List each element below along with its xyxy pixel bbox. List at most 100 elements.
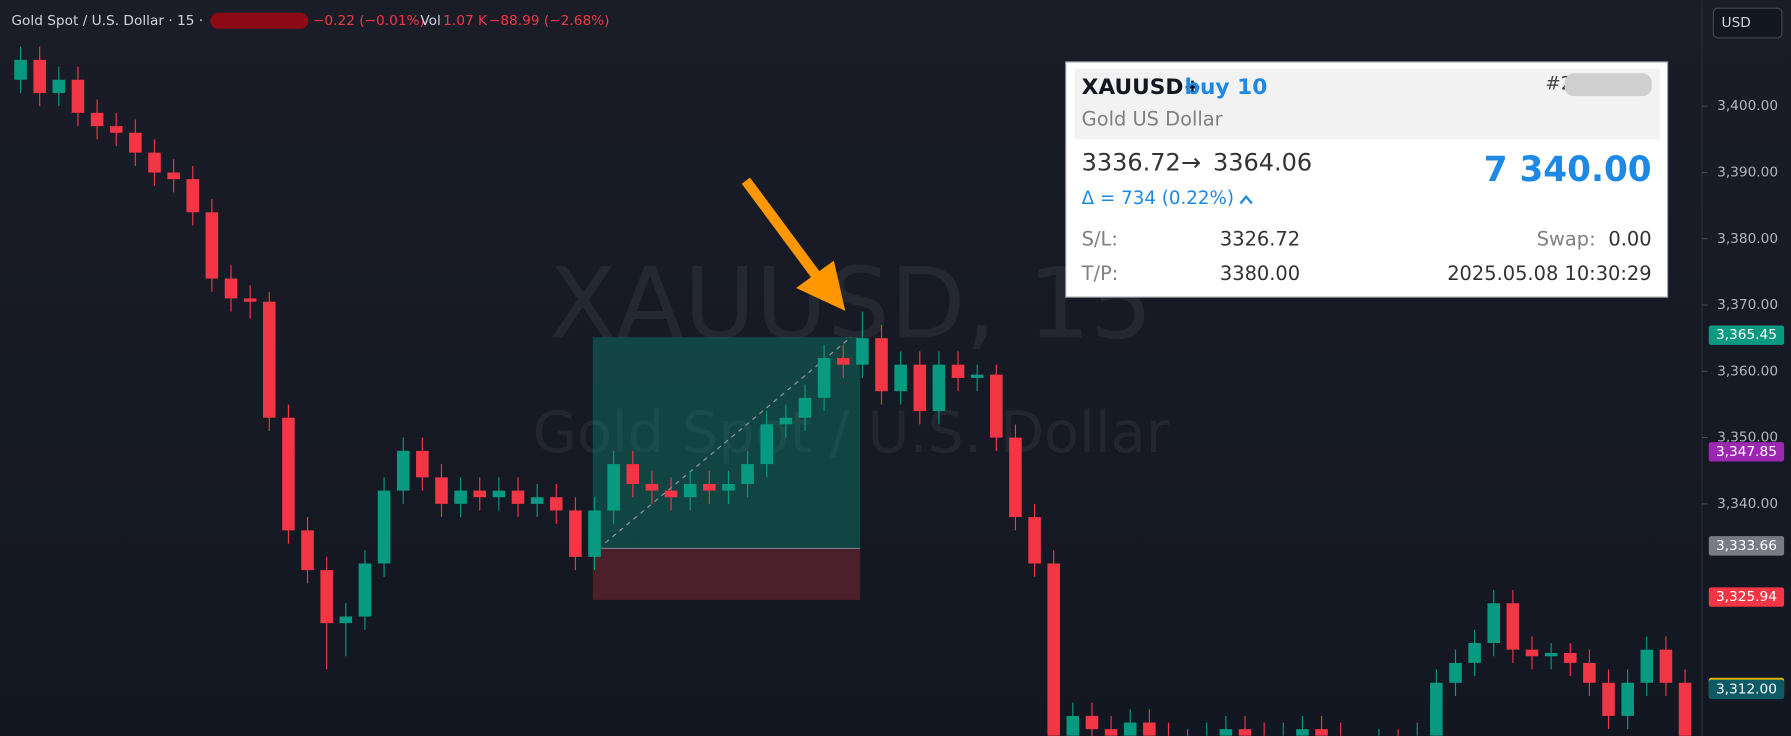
candle-body	[588, 510, 601, 557]
candle-body	[1640, 649, 1654, 683]
candle-body	[932, 364, 946, 412]
candle-body	[224, 278, 238, 299]
card-tp: 3380.00	[1220, 262, 1300, 285]
currency-button[interactable]	[1712, 7, 1783, 39]
candle-body	[817, 358, 831, 398]
price-badge-label: 3,325.94	[1716, 589, 1777, 605]
candle-body	[1506, 603, 1520, 650]
arrow-head	[796, 260, 846, 311]
price-badge	[1708, 587, 1785, 607]
candles	[14, 46, 1692, 736]
y-tick-label: 3,380.00	[1717, 231, 1778, 247]
candle-body	[186, 179, 200, 213]
candle-body	[1525, 649, 1539, 657]
candle-body	[1047, 563, 1060, 736]
card-head	[1074, 68, 1660, 140]
candle-body	[473, 490, 487, 498]
candle-body	[645, 483, 659, 491]
candle-body	[760, 424, 773, 465]
candle-body	[1602, 682, 1615, 716]
watermark: XAUUSD, 15	[549, 248, 1153, 362]
change: −0.22 (−0.01%)	[313, 13, 425, 29]
candle-body	[52, 79, 66, 93]
candle-body	[1009, 437, 1022, 518]
profit-zone	[592, 337, 861, 549]
candle-body	[951, 364, 965, 378]
candle-body	[569, 510, 582, 557]
price-badge	[1708, 325, 1785, 345]
candle-body	[856, 338, 869, 365]
currency-label[interactable]: USD	[1722, 15, 1751, 31]
vol-change: −88.99 (−2.68%)	[489, 13, 610, 29]
redacted	[1564, 73, 1652, 97]
candle-body	[416, 450, 429, 478]
candle-body	[109, 126, 123, 133]
candle-body	[626, 464, 640, 484]
arrow	[741, 177, 846, 311]
candle-body	[1583, 662, 1596, 683]
candle-body	[741, 464, 754, 484]
candle-body	[1430, 682, 1443, 736]
card-sl-label: S/L:	[1082, 228, 1118, 251]
candle-body	[262, 301, 276, 418]
candle-body	[33, 59, 46, 93]
candle-body	[243, 298, 257, 302]
candle-body	[913, 364, 927, 412]
candle-body	[1659, 649, 1673, 683]
candle-body	[129, 132, 142, 153]
card-delta: Δ = 734 (0.22%)	[1082, 188, 1234, 209]
arrow-shaft	[741, 177, 822, 281]
candle-body	[1238, 729, 1252, 736]
candle-body	[1143, 722, 1156, 736]
y-tick-label: 3,360.00	[1717, 363, 1778, 379]
y-tick-label: 3,400.00	[1717, 98, 1778, 114]
candle-body	[14, 59, 27, 80]
candle-body	[1104, 729, 1118, 736]
price-badge	[1708, 442, 1785, 462]
candle-body	[1123, 722, 1137, 736]
candle-body	[875, 338, 888, 392]
loss-zone	[592, 548, 861, 600]
card-symbol: XAUUSD+	[1082, 75, 1202, 100]
candle-body	[90, 112, 104, 127]
price-badge-label: 3,365.45	[1716, 327, 1777, 343]
card-side: buy 10	[1184, 75, 1267, 100]
price-axis: 3,400.00 3,390.00 3,380.00 3,370.00 3,360.00…	[1701, 98, 1785, 700]
candle-body	[1028, 517, 1041, 564]
symbol: Gold Spot / U.S. Dollar · 15 ·	[11, 13, 203, 29]
card-caret	[1239, 194, 1253, 205]
candle-body	[894, 364, 907, 392]
candle-body	[435, 477, 448, 504]
candle-body	[1678, 682, 1692, 736]
candle-body	[1563, 652, 1577, 663]
card-arrow: →	[1181, 149, 1201, 177]
candle-body	[377, 490, 391, 564]
candle-body	[1487, 603, 1501, 644]
trade-card: XAUUSD+ buy 10 #2 Gold US Dollar 3336.72…	[1065, 61, 1669, 298]
redacted	[210, 12, 309, 29]
candle-body	[1315, 729, 1328, 736]
price-badge-label: 3,312.00	[1716, 681, 1777, 697]
price-badge	[1708, 536, 1785, 556]
candle-body	[301, 530, 314, 571]
vol-value: 1.07 K	[443, 13, 488, 29]
y-tick-label: 3,370.00	[1717, 297, 1778, 313]
candle-body	[1296, 729, 1309, 736]
candle-body	[339, 616, 353, 624]
card-swap: 0.00	[1608, 228, 1651, 251]
y-tick-label: 3,340.00	[1717, 496, 1778, 512]
price-badge	[1708, 679, 1785, 700]
y-tick-label: 3,350.00	[1717, 430, 1778, 446]
candle-body	[71, 79, 85, 113]
candle-body	[454, 490, 467, 504]
candle-body	[511, 490, 525, 504]
candle-body	[1449, 662, 1462, 683]
candle-body	[990, 374, 1003, 438]
candle-body	[530, 497, 544, 504]
candle-body	[722, 483, 735, 491]
candle-body	[703, 483, 716, 491]
candle-body	[205, 212, 219, 279]
candle-body	[607, 464, 620, 511]
candle-body	[1621, 682, 1634, 716]
